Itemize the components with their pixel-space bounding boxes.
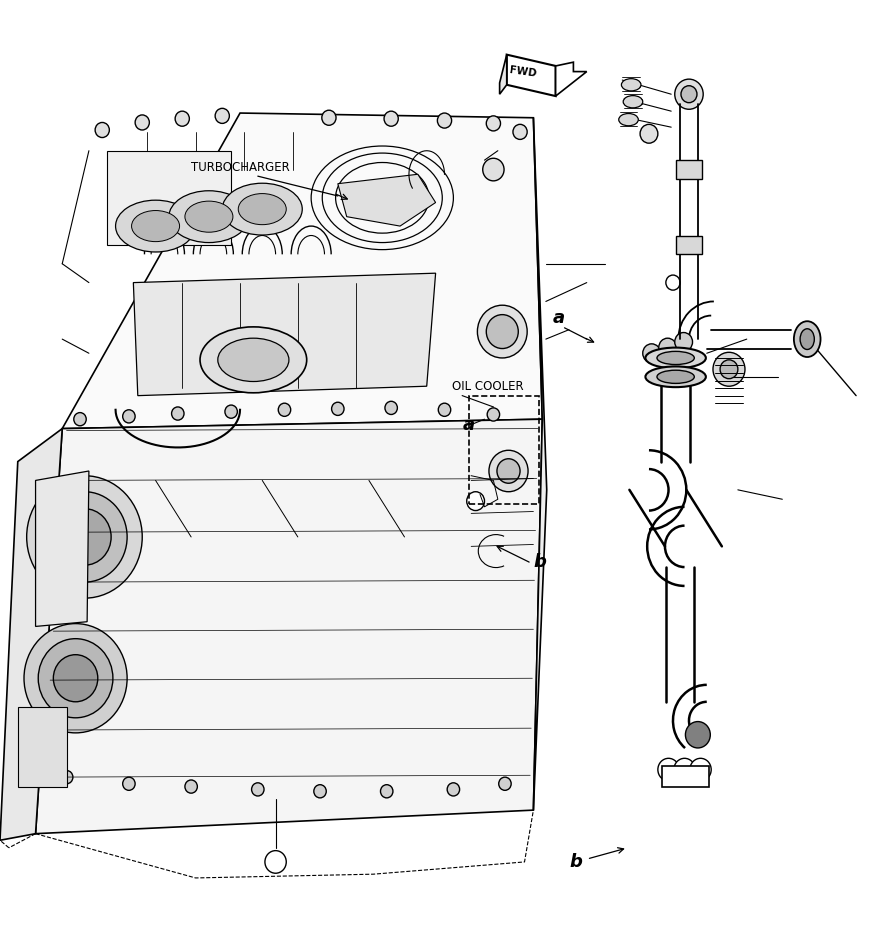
Bar xyxy=(18,706,67,787)
Polygon shape xyxy=(0,429,62,840)
Ellipse shape xyxy=(132,211,180,242)
Circle shape xyxy=(322,110,336,125)
Ellipse shape xyxy=(185,202,233,232)
Circle shape xyxy=(206,372,220,387)
Circle shape xyxy=(659,338,677,357)
Ellipse shape xyxy=(645,348,706,368)
Ellipse shape xyxy=(794,321,821,357)
Circle shape xyxy=(175,111,189,126)
Polygon shape xyxy=(62,113,542,429)
Circle shape xyxy=(438,403,451,416)
Polygon shape xyxy=(36,419,542,834)
Ellipse shape xyxy=(657,351,694,365)
Circle shape xyxy=(185,780,197,793)
Circle shape xyxy=(123,410,135,423)
Ellipse shape xyxy=(645,366,706,387)
Circle shape xyxy=(467,492,485,511)
Circle shape xyxy=(486,315,518,349)
Text: a: a xyxy=(462,416,475,434)
Ellipse shape xyxy=(169,190,249,243)
Polygon shape xyxy=(338,174,436,226)
Circle shape xyxy=(314,785,326,798)
Circle shape xyxy=(489,450,528,492)
Circle shape xyxy=(332,402,344,415)
Ellipse shape xyxy=(619,113,638,126)
Ellipse shape xyxy=(238,194,286,225)
Polygon shape xyxy=(36,471,89,626)
Circle shape xyxy=(58,509,111,565)
Circle shape xyxy=(24,624,127,733)
Circle shape xyxy=(497,459,520,483)
Ellipse shape xyxy=(623,95,643,108)
Ellipse shape xyxy=(657,370,694,383)
Ellipse shape xyxy=(222,184,302,236)
Ellipse shape xyxy=(621,78,641,91)
Ellipse shape xyxy=(200,327,307,393)
Ellipse shape xyxy=(218,338,289,382)
Circle shape xyxy=(60,771,73,784)
Text: b: b xyxy=(569,853,581,870)
Bar xyxy=(676,236,702,254)
Circle shape xyxy=(483,158,504,181)
Circle shape xyxy=(685,722,710,748)
Circle shape xyxy=(384,111,398,126)
Circle shape xyxy=(447,783,460,796)
Text: b: b xyxy=(533,553,546,571)
Circle shape xyxy=(720,360,738,379)
Text: FWD: FWD xyxy=(509,65,537,78)
Circle shape xyxy=(278,403,291,416)
Circle shape xyxy=(658,758,679,781)
Circle shape xyxy=(486,116,501,131)
Bar xyxy=(662,766,709,787)
Circle shape xyxy=(215,108,229,123)
Circle shape xyxy=(477,305,527,358)
Polygon shape xyxy=(533,118,547,810)
Ellipse shape xyxy=(800,329,814,349)
Circle shape xyxy=(690,758,711,781)
Circle shape xyxy=(135,115,149,130)
Bar xyxy=(107,151,231,245)
Circle shape xyxy=(27,476,142,598)
Bar xyxy=(676,160,702,179)
Circle shape xyxy=(675,79,703,109)
Circle shape xyxy=(95,122,109,138)
Ellipse shape xyxy=(116,201,196,252)
Circle shape xyxy=(273,372,287,387)
Circle shape xyxy=(674,758,695,781)
Text: TURBOCHARGER: TURBOCHARGER xyxy=(191,161,290,174)
Polygon shape xyxy=(556,62,587,96)
Circle shape xyxy=(437,113,452,128)
Circle shape xyxy=(666,275,680,290)
Circle shape xyxy=(675,333,693,351)
Circle shape xyxy=(38,639,113,718)
Polygon shape xyxy=(133,273,436,396)
Circle shape xyxy=(225,405,237,418)
Circle shape xyxy=(713,352,745,386)
Circle shape xyxy=(487,408,500,421)
Circle shape xyxy=(499,777,511,790)
Polygon shape xyxy=(500,55,507,94)
Circle shape xyxy=(42,492,127,582)
Circle shape xyxy=(265,851,286,873)
Circle shape xyxy=(640,124,658,143)
Circle shape xyxy=(53,655,98,702)
Circle shape xyxy=(681,86,697,103)
Circle shape xyxy=(643,344,661,363)
Circle shape xyxy=(385,401,397,414)
Circle shape xyxy=(140,372,154,387)
Text: OIL COOLER: OIL COOLER xyxy=(452,380,524,393)
Circle shape xyxy=(123,777,135,790)
Circle shape xyxy=(513,124,527,139)
Circle shape xyxy=(252,783,264,796)
Circle shape xyxy=(380,785,393,798)
Bar xyxy=(469,396,539,504)
Circle shape xyxy=(74,413,86,426)
Circle shape xyxy=(172,407,184,420)
Text: a: a xyxy=(553,309,565,327)
Polygon shape xyxy=(507,55,556,96)
